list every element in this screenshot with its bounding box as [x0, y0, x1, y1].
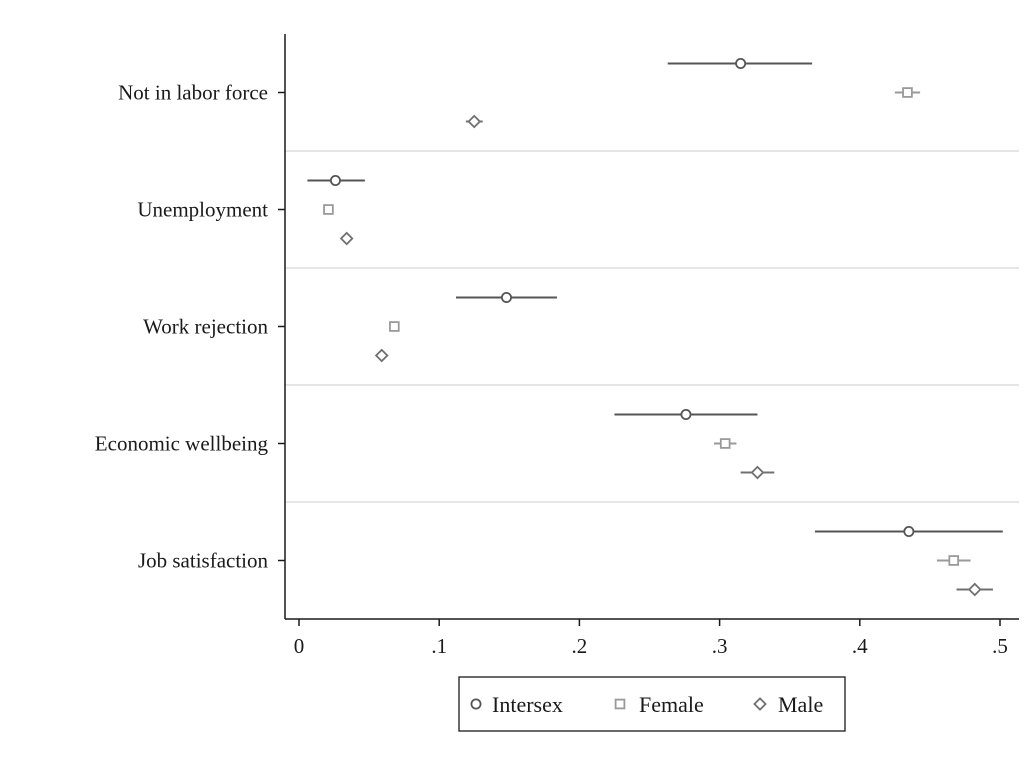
category-label: Job satisfaction: [138, 549, 269, 573]
point-estimate: [329, 174, 341, 186]
circle-marker-icon: [470, 698, 482, 710]
series-female: [323, 87, 971, 566]
x-tick-label: .2: [572, 634, 588, 658]
diamond-marker-icon: [753, 697, 767, 711]
x-tick-label: .1: [431, 634, 447, 658]
legend-item-male: Male: [753, 692, 823, 717]
x-tick-label: .5: [992, 634, 1008, 658]
point-estimate: [374, 348, 389, 363]
point-estimate: [903, 526, 915, 538]
category-label: Not in labor force: [118, 81, 268, 105]
category-label: Work rejection: [143, 315, 268, 339]
series-male: [339, 114, 993, 597]
category-label: Unemployment: [137, 198, 268, 222]
point-estimate: [500, 291, 512, 303]
legend: Intersex Female Male: [458, 676, 846, 732]
point-estimate: [389, 321, 400, 332]
point-estimate: [323, 204, 334, 215]
series-intersex: [307, 58, 1003, 538]
legend-label: Male: [778, 692, 823, 717]
category-label: Economic wellbeing: [95, 432, 269, 456]
series-layer: [307, 58, 1003, 597]
point-estimate: [719, 438, 731, 449]
point-estimate: [735, 58, 747, 70]
point-estimate: [339, 231, 354, 246]
point-estimate: [680, 408, 692, 420]
point-estimate: [967, 582, 982, 597]
legend-label: Intersex: [492, 692, 563, 717]
point-estimate: [467, 114, 482, 129]
legend-item-intersex: Intersex: [470, 692, 563, 717]
point-estimate: [902, 87, 913, 98]
legend-item-female: Female: [614, 692, 704, 717]
legend-label: Female: [639, 692, 704, 717]
x-tick-label: 0: [294, 634, 305, 658]
x-axis-ticks: 0 .1 .2 .3 .4 .5: [294, 619, 1008, 658]
x-tick-label: .3: [712, 634, 728, 658]
y-axis-ticks: Not in labor force Unemployment Work rejec…: [95, 81, 285, 573]
square-marker-icon: [614, 698, 626, 710]
category-separators: [285, 150, 1019, 503]
point-estimate: [948, 555, 960, 566]
point-estimate: [750, 465, 765, 480]
x-tick-label: .4: [852, 634, 868, 658]
legend-box: [458, 676, 846, 732]
